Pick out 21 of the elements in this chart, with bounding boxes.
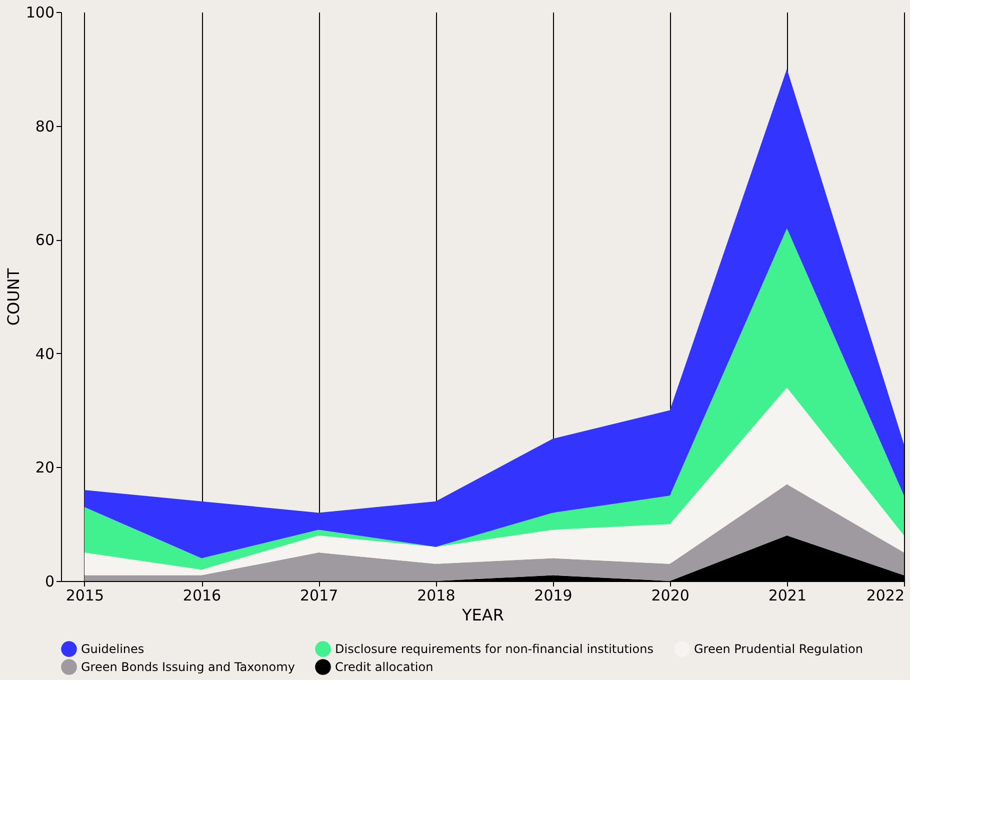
y-tick-label: 100 (26, 4, 54, 22)
x-axis-title: YEAR (461, 606, 504, 624)
legend-label: Guidelines (81, 642, 144, 656)
y-axis-title: COUNT (4, 268, 23, 326)
x-tick-label: 2018 (417, 586, 456, 604)
legend-label: Green Prudential Regulation (694, 642, 863, 656)
x-tick-label: 2015 (66, 586, 104, 604)
legend-label: Credit allocation (335, 660, 434, 674)
legend-label: Green Bonds Issuing and Taxonomy (81, 660, 295, 674)
legend-label: Disclosure requirements for non-financial institutions (335, 642, 654, 656)
y-tick-label: 40 (35, 344, 54, 363)
x-tick-label: 2017 (300, 586, 338, 604)
y-tick-label: 0 (44, 572, 54, 590)
y-tick-label: 20 (35, 458, 54, 477)
x-tick-label: 2019 (534, 586, 572, 604)
x-tick-label: 2020 (651, 586, 690, 604)
x-tick-label: 2022 (866, 586, 904, 604)
y-tick-label: 60 (35, 231, 54, 250)
x-tick-label: 2021 (768, 586, 807, 604)
y-tick-label: 80 (35, 117, 54, 136)
x-tick-label: 2016 (182, 586, 222, 604)
